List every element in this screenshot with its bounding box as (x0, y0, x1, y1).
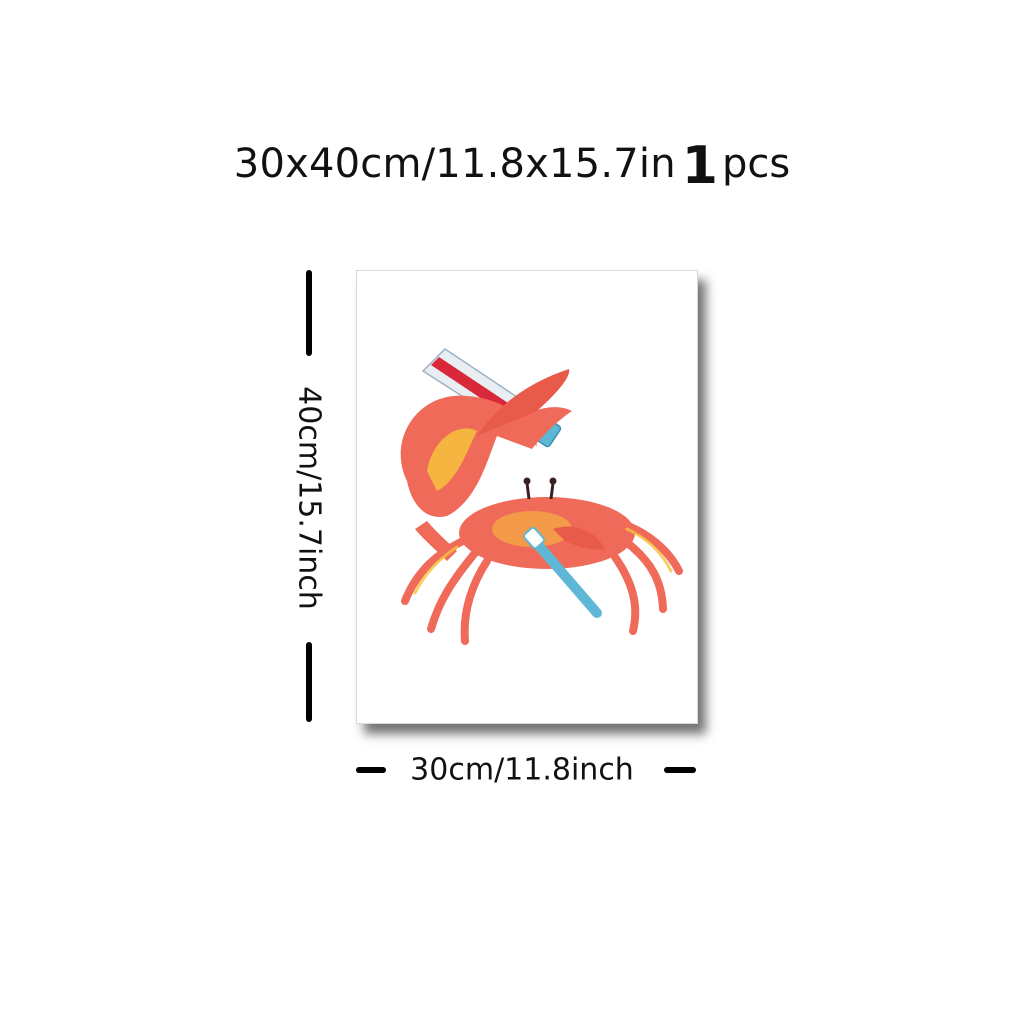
crab-small-claw (553, 526, 605, 550)
crab-leg-highlights (413, 527, 673, 595)
quantity-unit: pcs (721, 141, 791, 187)
height-marker-top (306, 270, 312, 356)
toothbrush-icon (523, 526, 602, 618)
height-label: 40cm/15.7inch (291, 386, 327, 610)
size-quantity-headline: 30x40cm/11.8x15.7in 1 pcs (0, 136, 1024, 196)
crab-claw (400, 369, 572, 561)
quantity-value: 1 (681, 136, 718, 196)
canvas-print (356, 270, 698, 724)
width-marker-left (356, 767, 386, 773)
crab-icon (400, 348, 683, 645)
size-label: 30x40cm/11.8x15.7in (233, 141, 676, 187)
width-label: 30cm/11.8inch (410, 752, 634, 788)
crab-legs (401, 519, 683, 645)
width-marker-right (664, 767, 696, 773)
height-marker-bottom (306, 642, 312, 722)
